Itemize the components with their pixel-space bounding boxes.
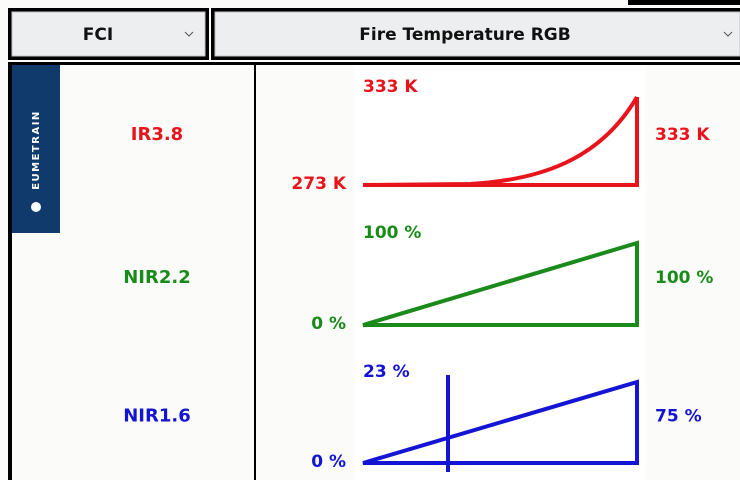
channel-label: NIR1.6 xyxy=(123,406,191,427)
channel-label: NIR2.2 xyxy=(123,267,191,288)
right-dropdown-arrow xyxy=(723,31,733,37)
top-label: 333 K xyxy=(363,77,418,97)
left-dropdown-label: FCI xyxy=(83,25,113,45)
right-dropdown[interactable] xyxy=(214,11,740,57)
left-dropdown-arrow xyxy=(184,31,194,37)
top-bar xyxy=(628,0,740,5)
top-label: 100 % xyxy=(363,223,421,243)
divider xyxy=(254,65,256,480)
curve-panel xyxy=(355,65,645,480)
min-label: 273 K xyxy=(291,174,346,194)
max-label: 75 % xyxy=(655,407,702,427)
left-dropdown[interactable] xyxy=(11,11,206,57)
curve xyxy=(362,375,639,472)
curves xyxy=(362,95,639,472)
logo-icon xyxy=(31,202,41,212)
top-border xyxy=(12,62,740,65)
max-label: 333 K xyxy=(655,125,710,145)
curve xyxy=(362,95,639,187)
top-label: 23 % xyxy=(363,362,410,382)
curve xyxy=(362,240,639,327)
max-label: 100 % xyxy=(655,268,713,288)
right-dropdown-label: Fire Temperature RGB xyxy=(359,25,570,45)
logo-text: EUMETRAIN xyxy=(31,110,42,190)
min-label: 0 % xyxy=(311,452,346,472)
left-border xyxy=(8,62,12,480)
channel-label: IR3.8 xyxy=(131,124,183,145)
min-label: 0 % xyxy=(311,314,346,334)
